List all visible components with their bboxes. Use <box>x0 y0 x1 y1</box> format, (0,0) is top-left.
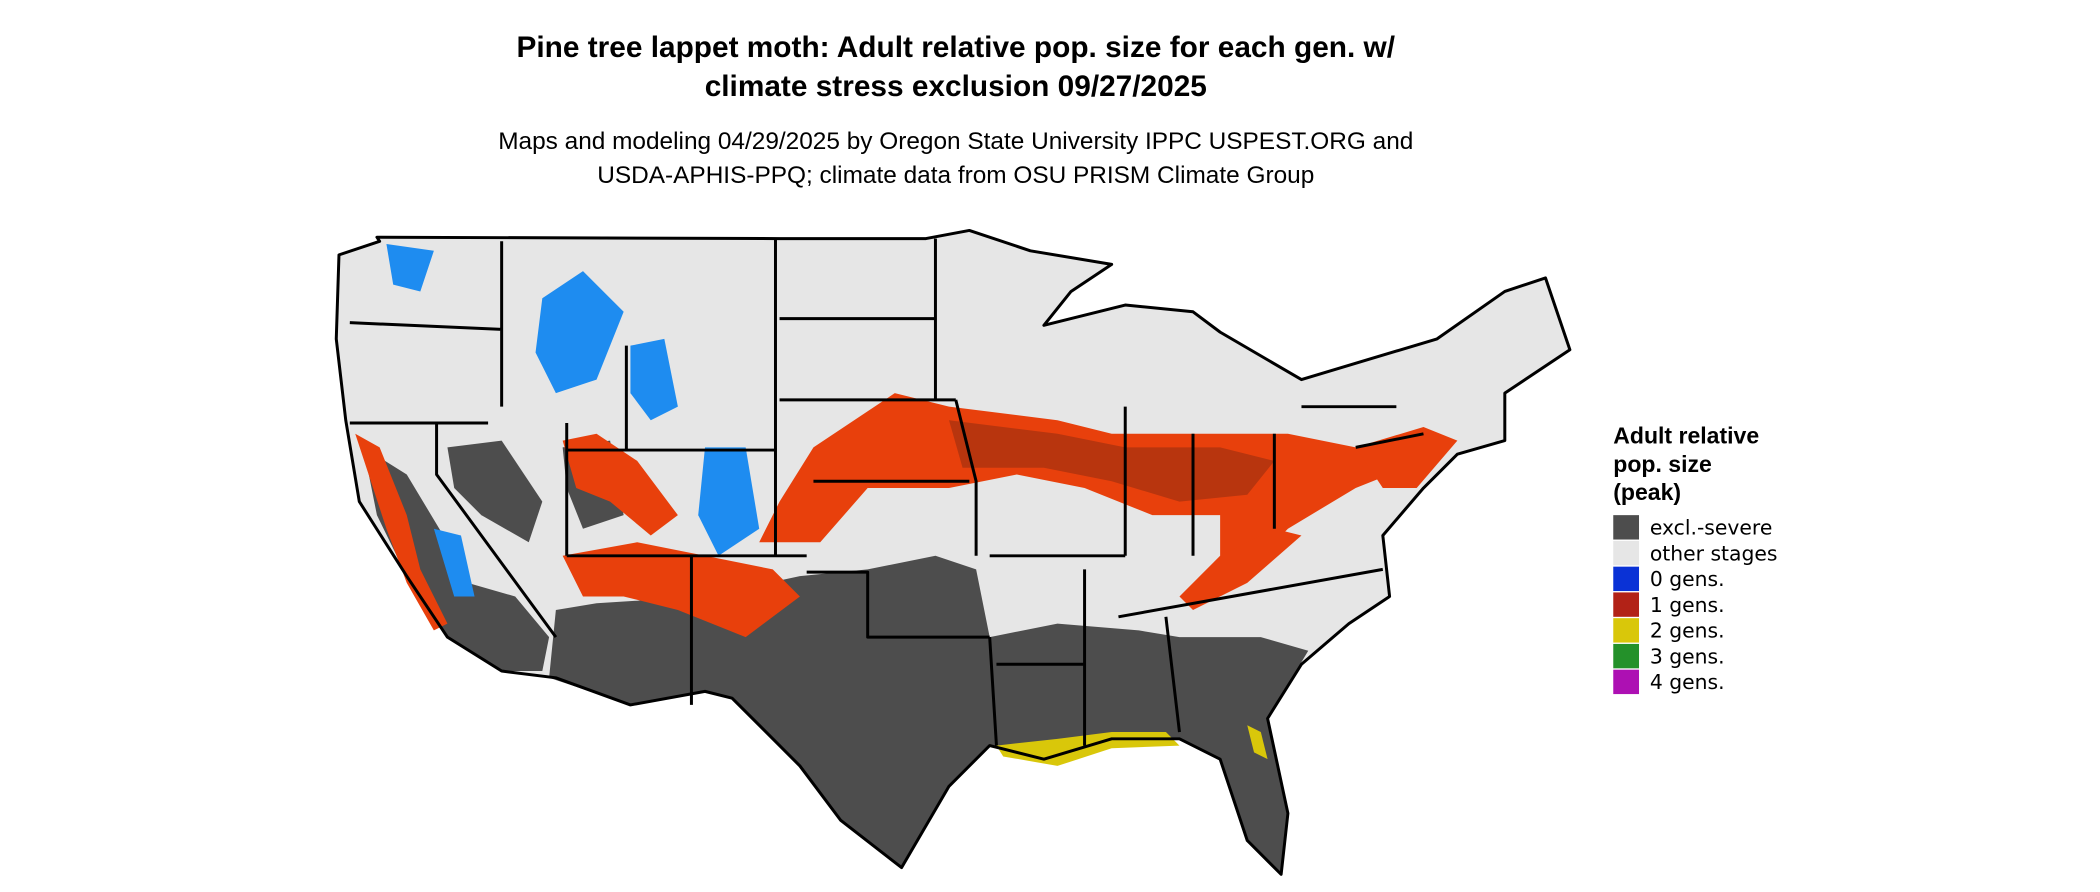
titles: Pine tree lappet moth: Adult relative po… <box>498 31 1413 189</box>
zero-gen-wyoming <box>630 338 678 421</box>
legend-title-line: pop. size <box>1613 451 1712 477</box>
gen-band-southwest <box>562 542 800 638</box>
subtitle-line: Maps and modeling 04/29/2025 by Oregon S… <box>498 128 1413 155</box>
borders <box>334 228 1572 876</box>
legend-swatch <box>1613 540 1640 566</box>
legend-swatch <box>1613 643 1640 669</box>
excluded-south <box>549 555 1309 875</box>
legend-title-line: (peak) <box>1613 479 1681 505</box>
gen-band-west <box>562 433 678 536</box>
legend-label: 1 gens. <box>1650 593 1725 617</box>
zero-gen-washington <box>386 244 434 292</box>
gen-band-appalachia <box>1179 528 1302 611</box>
legend-title-line: Adult relative <box>1613 422 1759 448</box>
legend-swatch <box>1613 618 1640 643</box>
legend-label: excl.-severe <box>1650 516 1773 540</box>
excluded-california <box>363 447 550 672</box>
legend-swatch <box>1613 515 1640 540</box>
legend-swatch <box>1613 566 1640 592</box>
two-gen-florida <box>1247 725 1268 760</box>
legend-label: 2 gens. <box>1650 619 1725 643</box>
gen-band-midwest <box>759 393 1424 570</box>
gen-band-coast <box>355 433 448 631</box>
legend-label: 3 gens. <box>1650 644 1725 668</box>
us-map <box>334 228 1572 876</box>
title-line: climate stress exclusion 09/27/2025 <box>705 70 1207 103</box>
legend-label: 4 gens. <box>1650 670 1725 694</box>
zero-gen-idaho <box>535 271 624 394</box>
excluded-nevada <box>447 440 543 543</box>
zero-gen-sierra <box>433 528 475 597</box>
zero-gen-colorado <box>698 447 760 556</box>
legend-swatch <box>1613 592 1640 617</box>
legend-label: 0 gens. <box>1650 567 1725 591</box>
subtitle-line: USDA-APHIS-PPQ; climate data from OSU PR… <box>597 162 1314 189</box>
legend-label: other stages <box>1650 541 1778 565</box>
legend-swatch <box>1613 669 1640 695</box>
legend: Adult relative pop. size(peak) excl.-sever… <box>1613 422 1778 695</box>
title-line: Pine tree lappet moth: Adult relative po… <box>517 31 1396 64</box>
